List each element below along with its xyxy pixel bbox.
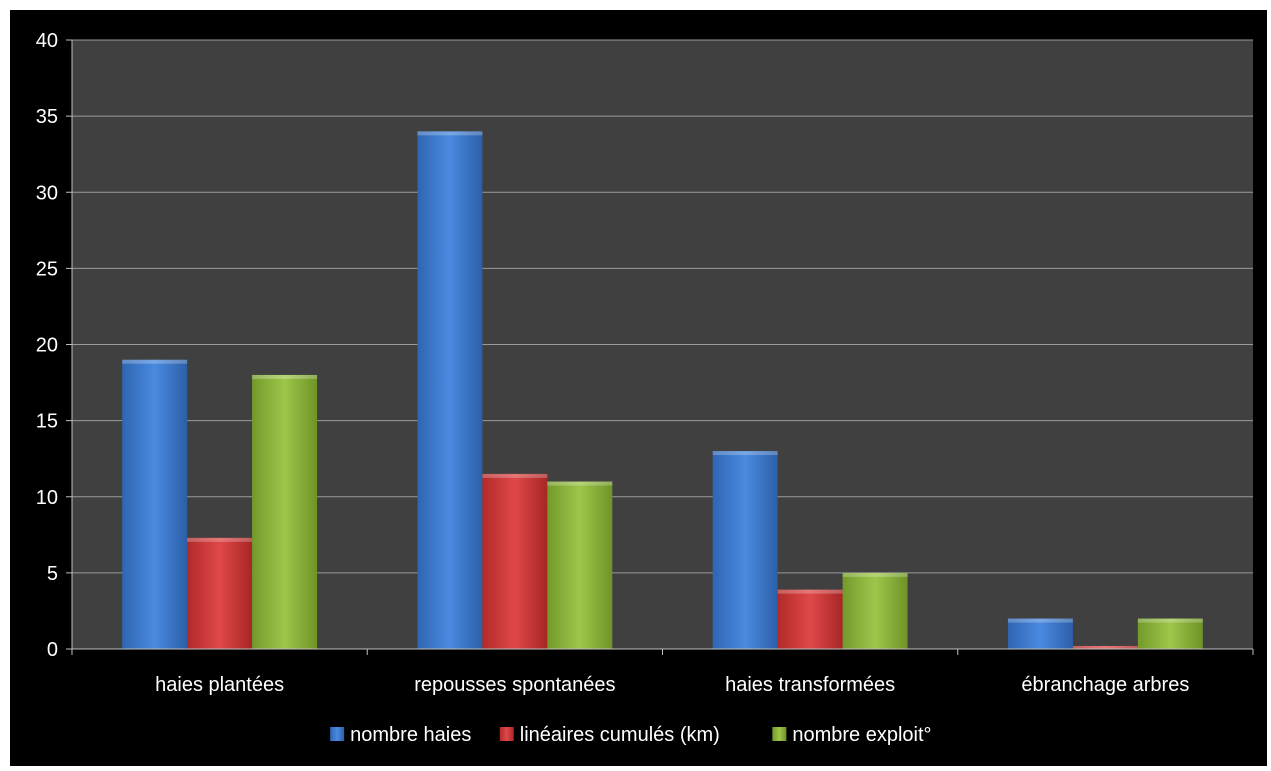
bar-highlight xyxy=(187,537,253,542)
legend-swatch xyxy=(772,727,787,741)
y-tick-label: 0 xyxy=(47,639,58,661)
legend-label: nombre exploit° xyxy=(792,724,931,746)
bar-nombre-exploit xyxy=(252,374,318,649)
x-category-label: repousses spontanées xyxy=(414,674,615,696)
bar-highlight xyxy=(252,374,318,379)
bar-highlight xyxy=(1007,618,1073,623)
bar-highlight xyxy=(777,589,843,594)
bar-lin-aires-cumul-s-km xyxy=(187,537,253,649)
x-category-label: ébranchage arbres xyxy=(1021,674,1189,696)
bar-highlight xyxy=(712,451,778,456)
y-tick-label: 35 xyxy=(36,106,58,128)
axes xyxy=(71,40,1254,655)
bar-nombre-haies xyxy=(1007,618,1073,649)
bar-nombre-exploit xyxy=(547,481,613,649)
y-tick-label: 20 xyxy=(36,335,58,357)
y-tick-label: 5 xyxy=(47,563,58,585)
legend: nombre haies linéaires cumulés (km) nombre… xyxy=(330,724,932,746)
bar-highlight xyxy=(1072,645,1138,649)
bar-highlight xyxy=(482,473,548,478)
legend-swatch xyxy=(499,727,514,741)
y-tick-label: 40 xyxy=(36,30,58,52)
bar-nombre-haies xyxy=(712,451,778,649)
chart-frame: 0 5 10 15 20 25 30 35 40 haies plantées repousses… xyxy=(10,10,1267,766)
bar-lin-aires-cumul-s-km xyxy=(482,473,548,649)
bar-nombre-exploit xyxy=(842,572,908,649)
y-tick-label: 10 xyxy=(36,487,58,509)
legend-label: nombre haies xyxy=(350,724,471,746)
bar-highlight xyxy=(547,481,613,486)
legend-label: linéaires cumulés (km) xyxy=(520,724,720,746)
y-tick-label: 25 xyxy=(36,258,58,280)
y-tick-labels: 0 5 10 15 20 25 30 35 40 xyxy=(36,30,58,661)
bars xyxy=(122,131,1203,650)
bar-highlight xyxy=(122,359,188,364)
y-tick-label: 30 xyxy=(36,182,58,204)
bar-lin-aires-cumul-s-km xyxy=(1072,645,1138,649)
x-category-label: haies plantées xyxy=(155,674,284,696)
bar-nombre-exploit xyxy=(1137,618,1203,649)
bar-highlight xyxy=(842,572,908,577)
x-category-labels: haies plantées repousses spontanées haies … xyxy=(155,674,1189,696)
x-category-label: haies transformées xyxy=(725,674,895,696)
bar-chart: 0 5 10 15 20 25 30 35 40 haies plantées repousses… xyxy=(36,30,1254,746)
y-tick-label: 15 xyxy=(36,411,58,433)
bar-highlight xyxy=(1137,618,1203,623)
bar-nombre-haies xyxy=(122,359,188,649)
bar-lin-aires-cumul-s-km xyxy=(777,589,843,649)
bar-nombre-haies xyxy=(417,131,483,650)
bar-highlight xyxy=(417,131,483,136)
legend-swatch xyxy=(330,727,345,741)
